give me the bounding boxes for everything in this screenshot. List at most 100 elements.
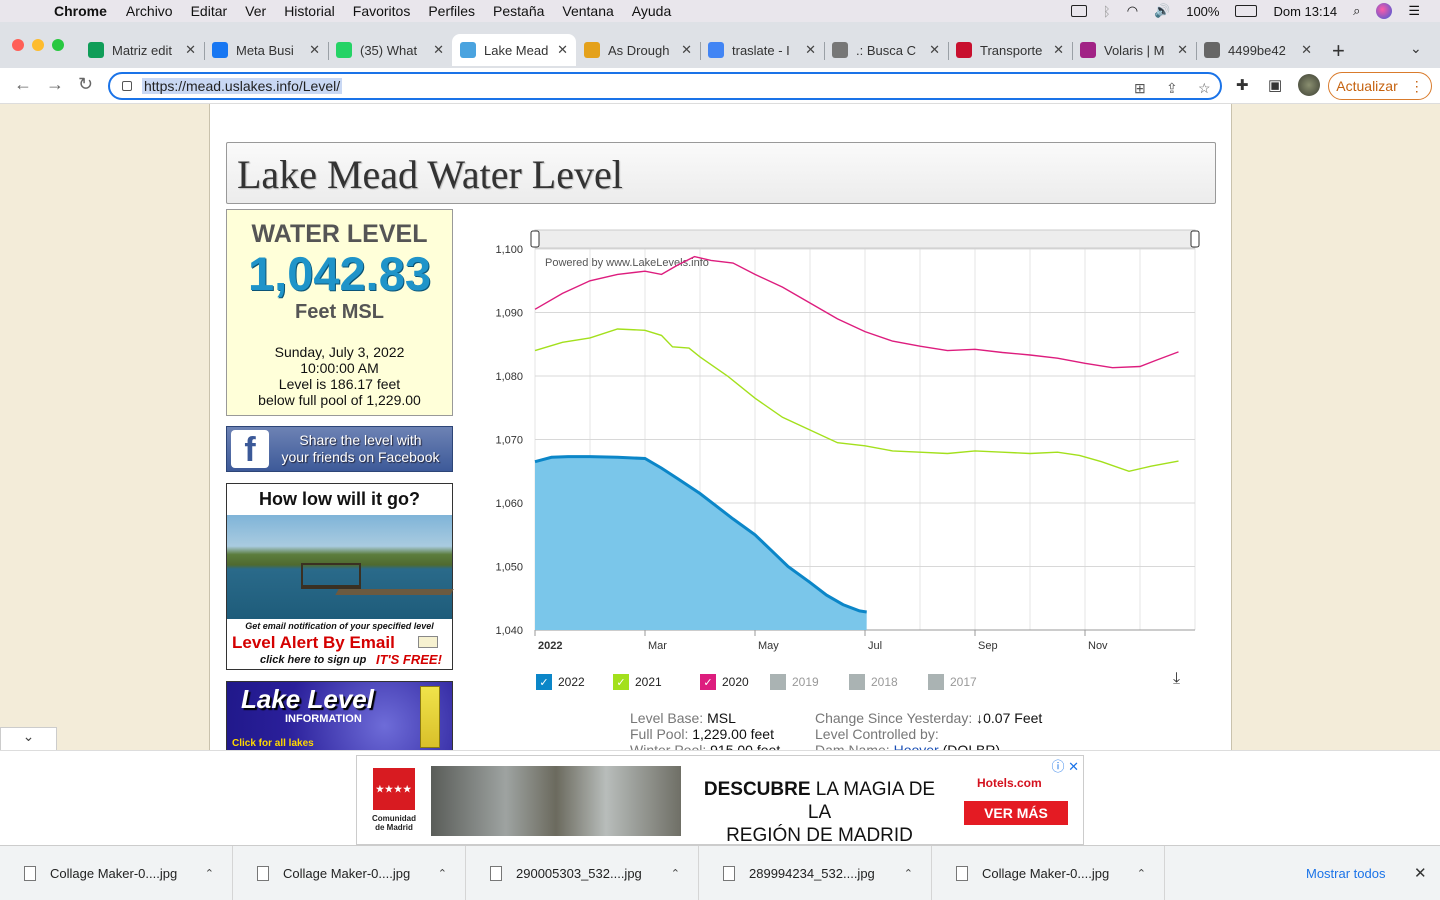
legend-checkbox[interactable]: ✓: [613, 674, 629, 690]
ad-close-icon[interactable]: ⓘ ✕: [1051, 759, 1079, 774]
lock-icon[interactable]: [122, 81, 132, 91]
file-icon: [723, 866, 735, 881]
news-icon: [584, 42, 600, 58]
menu-pestana[interactable]: Pestaña: [493, 3, 545, 19]
tab-4[interactable]: Lake Mead ✕: [452, 34, 576, 66]
legend-checkbox[interactable]: ✓: [700, 674, 716, 690]
tab-2[interactable]: Meta Busi ✕: [204, 34, 328, 66]
menu-editar[interactable]: Editar: [190, 3, 228, 19]
tab-9[interactable]: Volaris | M ✕: [1072, 34, 1196, 66]
chevron-up-icon[interactable]: ⌃: [1136, 868, 1146, 880]
madrid-ad[interactable]: ★★★★ Comunidad de Madrid DESCUBRE LA MAG…: [356, 755, 1084, 847]
profile-avatar[interactable]: [1298, 74, 1320, 96]
tab-close-icon[interactable]: ✕: [1177, 42, 1188, 57]
chevron-up-icon[interactable]: ⌃: [437, 868, 447, 880]
close-window-button[interactable]: [12, 39, 24, 51]
screen-mirror-icon[interactable]: [1070, 5, 1087, 17]
chevron-up-icon[interactable]: ⌃: [204, 868, 214, 880]
ad-cta-button[interactable]: VER MÁS: [964, 801, 1068, 825]
download-item[interactable]: 290005303_532....jpg ⌃: [466, 846, 699, 900]
download-icon[interactable]: ⤓: [1173, 670, 1181, 687]
tab-close-icon[interactable]: ✕: [433, 42, 444, 57]
zoom-window-button[interactable]: [52, 39, 64, 51]
menu-ver[interactable]: Ver: [245, 3, 267, 19]
legend-2020[interactable]: ✓ 2020: [700, 674, 749, 690]
menu-favoritos[interactable]: Favoritos: [352, 3, 411, 19]
legend-2021[interactable]: ✓ 2021: [613, 674, 662, 690]
new-tab-icon[interactable]: +: [1332, 38, 1345, 63]
facebook-share-banner[interactable]: f Share the level with your friends on F…: [226, 426, 453, 472]
download-filename: 290005303_532....jpg: [516, 866, 642, 881]
legend-2018[interactable]: 2018: [849, 674, 898, 690]
control-center-icon[interactable]: ☰: [1408, 3, 1420, 18]
chevron-up-icon[interactable]: ⌃: [903, 868, 913, 880]
legend-checkbox[interactable]: [849, 674, 865, 690]
extensions-icon[interactable]: ✚: [1236, 77, 1249, 94]
menu-archivo[interactable]: Archivo: [125, 3, 173, 19]
download-item[interactable]: 289994234_532....jpg ⌃: [699, 846, 932, 900]
tab-close-icon[interactable]: ✕: [1053, 42, 1064, 57]
tab-search-icon[interactable]: ⌄: [1410, 40, 1422, 56]
translate-icon[interactable]: ⊞: [1134, 80, 1146, 96]
legend-2022[interactable]: ✓ 2022: [536, 674, 585, 690]
tab-7[interactable]: .: Busca C ✕: [824, 34, 948, 66]
back-icon[interactable]: ←: [14, 74, 32, 94]
tab-close-icon[interactable]: ✕: [681, 42, 692, 57]
dam-link[interactable]: Hoover: [893, 742, 939, 750]
tab-close-icon[interactable]: ✕: [309, 42, 320, 57]
menubar-clock[interactable]: Dom 13:14: [1273, 3, 1338, 19]
menu-historial[interactable]: Historial: [284, 3, 335, 19]
reload-icon[interactable]: ↻: [78, 74, 94, 94]
legend-2017[interactable]: 2017: [928, 674, 977, 690]
web-page: Lake Mead Water Level WATER LEVEL 1,042.…: [209, 104, 1232, 750]
address-bar[interactable]: https://mead.uslakes.info/Level/ ⊞ ⇪ ☆: [108, 72, 1222, 100]
level-alert-banner[interactable]: How low will it go? Get email notificati…: [226, 483, 454, 670]
tab-5[interactable]: As Drough ✕: [576, 34, 700, 66]
tab-close-icon[interactable]: ✕: [805, 42, 816, 57]
legend-checkbox[interactable]: [928, 674, 944, 690]
menu-app-name[interactable]: Chrome: [54, 3, 107, 19]
legend-checkbox[interactable]: ✓: [536, 674, 552, 690]
bluetooth-icon[interactable]: ᛒ: [1102, 3, 1111, 19]
y-tick-label: 1,090: [495, 308, 523, 320]
legend-2019[interactable]: 2019: [770, 674, 819, 690]
dam-name-label: Dam Name:: [815, 742, 890, 750]
forward-icon[interactable]: →: [46, 74, 64, 94]
minimize-window-button[interactable]: [32, 39, 44, 51]
tab-3[interactable]: (35) What ✕: [328, 34, 452, 66]
tab-10[interactable]: 4499be42 ✕: [1196, 34, 1320, 66]
siri-icon[interactable]: [1376, 3, 1393, 19]
battery-icon[interactable]: [1235, 5, 1258, 17]
more-menu-icon[interactable]: ⋮: [1409, 77, 1424, 94]
side-panel-icon[interactable]: ▣: [1268, 77, 1283, 94]
tab-close-icon[interactable]: ✕: [1301, 42, 1312, 57]
y-tick-label: 1,100: [495, 244, 523, 256]
ad-headline: DESCUBRE LA MAGIA DE LA REGIÓN DE MADRID: [692, 778, 947, 847]
share-icon[interactable]: ⇪: [1166, 80, 1178, 96]
tab-6[interactable]: traslate - I ✕: [700, 34, 824, 66]
spotlight-icon[interactable]: ⌕: [1353, 3, 1361, 18]
legend-checkbox[interactable]: [770, 674, 786, 690]
close-downloads-icon[interactable]: ✕: [1414, 865, 1427, 882]
volume-icon[interactable]: 🔊: [1154, 3, 1171, 18]
download-item[interactable]: Collage Maker-0....jpg ⌃: [0, 846, 233, 900]
menu-ventana[interactable]: Ventana: [562, 3, 614, 19]
url-text[interactable]: https://mead.uslakes.info/Level/: [142, 78, 343, 94]
show-all-downloads-button[interactable]: Mostrar todos: [1306, 866, 1386, 881]
wifi-icon[interactable]: ◠: [1126, 3, 1139, 18]
menu-perfiles[interactable]: Perfiles: [428, 3, 476, 19]
download-item[interactable]: Collage Maker-0....jpg ⌃: [932, 846, 1165, 900]
collapse-ad-button[interactable]: ⌄: [0, 727, 57, 751]
menu-ayuda[interactable]: Ayuda: [631, 3, 672, 19]
lake-level-info-banner[interactable]: Lake Level INFORMATION Click for all lak…: [226, 681, 453, 750]
tab-8[interactable]: Transporte ✕: [948, 34, 1072, 66]
tab-1[interactable]: Matriz edit ✕: [80, 34, 204, 66]
chevron-up-icon[interactable]: ⌃: [670, 868, 680, 880]
bookmark-star-icon[interactable]: ☆: [1198, 80, 1211, 96]
tab-close-icon[interactable]: ✕: [185, 42, 196, 57]
tab-close-icon[interactable]: ✕: [929, 42, 940, 57]
update-button[interactable]: Actualizar ⋮: [1328, 72, 1432, 100]
water-level-chart[interactable]: 1,040 1,050 1,060 1,070 1,080 1,090 1,100 2022 M…: [480, 222, 1220, 702]
tab-close-icon[interactable]: ✕: [557, 42, 568, 57]
download-item[interactable]: Collage Maker-0....jpg ⌃: [233, 846, 466, 900]
